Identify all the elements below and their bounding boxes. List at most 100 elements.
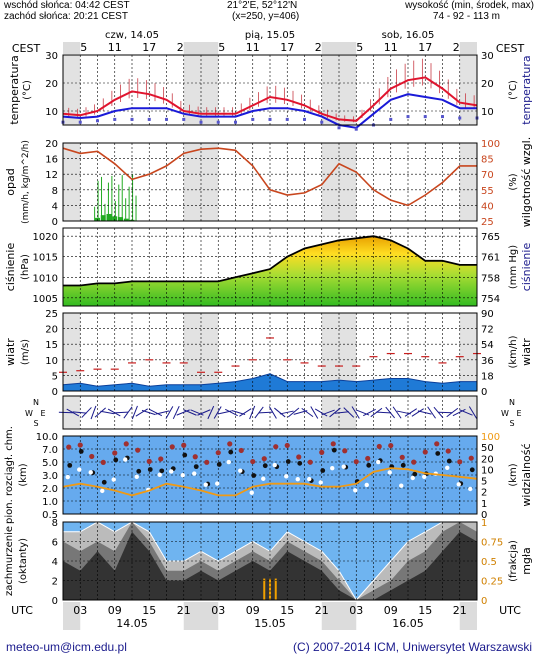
cloud-low-dot bbox=[272, 462, 277, 468]
footer-email[interactable]: meteo-um@icm.edu.pl bbox=[6, 640, 127, 654]
wind-tick-right: 54 bbox=[481, 340, 494, 351]
precip-tick-left: 8 bbox=[52, 186, 58, 197]
cloud-top-dot bbox=[135, 447, 141, 453]
cloud-low-dot bbox=[88, 470, 93, 475]
tz-bottom-label-right: UTC bbox=[499, 604, 521, 617]
cloud-low-dot bbox=[100, 488, 105, 494]
hour-tick-bottom: 09 bbox=[108, 604, 122, 617]
wind-arrow bbox=[385, 406, 396, 419]
cloud-low-dot bbox=[180, 472, 185, 478]
wind-arrow bbox=[438, 411, 453, 414]
cloud-base-dot bbox=[136, 468, 142, 474]
top-axis-band bbox=[63, 42, 477, 54]
night-shade bbox=[459, 396, 477, 429]
day-label-bottom: 16.05 bbox=[392, 617, 424, 630]
visibility-line bbox=[62, 467, 478, 497]
min-temp-point bbox=[78, 120, 82, 124]
tz-top-label: CEST bbox=[12, 42, 41, 55]
wind-arrow bbox=[363, 408, 376, 417]
temp-tick-left: 10 bbox=[45, 107, 58, 118]
visibility-tick-right: 50 bbox=[481, 443, 494, 454]
cloud-top-dot bbox=[77, 442, 83, 448]
temp-tick-left: 20 bbox=[45, 79, 58, 90]
wind-arrow bbox=[258, 411, 273, 414]
wind-arrow bbox=[131, 405, 138, 420]
wind-arrow bbox=[392, 406, 402, 419]
day-label-top: sob, 16.05 bbox=[382, 30, 435, 41]
min-temp-point bbox=[389, 117, 393, 121]
wind-arrow bbox=[239, 408, 252, 417]
wind-tick-left: 15 bbox=[45, 340, 58, 351]
cloud-base-dot bbox=[262, 463, 268, 469]
compass-s: S bbox=[509, 419, 514, 428]
fog-tick-right: 0 bbox=[481, 596, 487, 607]
bottom-night-band bbox=[321, 602, 357, 630]
compass-w: W bbox=[25, 409, 33, 418]
wind-arrow bbox=[72, 411, 87, 414]
day-label-bottom: 15.05 bbox=[254, 617, 286, 630]
hour-tick-top: 11 bbox=[384, 41, 398, 54]
wind-tick-left: 20 bbox=[45, 325, 58, 336]
cloud-top-dot bbox=[169, 444, 175, 450]
wind-tick-right: 90 bbox=[481, 309, 494, 320]
cloud-top-dot bbox=[319, 449, 325, 455]
humidity-tick-right: 70 bbox=[481, 170, 494, 181]
precip-bar bbox=[100, 215, 106, 221]
wind-arrow bbox=[213, 406, 222, 419]
panel-frame bbox=[62, 142, 478, 222]
humidity-axis-unit: (%) bbox=[508, 173, 519, 190]
fog-tick-right: 0.25 bbox=[481, 577, 503, 588]
panel-border bbox=[62, 142, 478, 222]
pressure-axis-title-left: ciśnienie bbox=[4, 243, 17, 292]
bottom-night-band bbox=[459, 602, 477, 630]
pressure-tick-left: 1015 bbox=[33, 253, 58, 264]
visibility-tick-right: 2 bbox=[481, 488, 487, 499]
cloud-top-dot bbox=[284, 442, 290, 449]
cloud-top-dot bbox=[227, 441, 233, 447]
cloud-low-dot bbox=[192, 471, 197, 476]
visibility-axis-title: widzialność bbox=[520, 443, 533, 506]
min-temp-point bbox=[199, 120, 203, 124]
cloud-low-dot bbox=[445, 465, 450, 471]
precip-tick-left: 4 bbox=[52, 201, 58, 212]
visibility-tick-right: 10 bbox=[481, 465, 494, 476]
wind-arrow bbox=[274, 407, 286, 418]
wind-arrow bbox=[225, 408, 238, 417]
cloud-top-dot bbox=[457, 459, 463, 465]
hour-tick-bottom: 03 bbox=[211, 604, 225, 617]
panel-border bbox=[62, 435, 478, 515]
cloud-base-dot bbox=[297, 460, 303, 466]
cloud-top-dot bbox=[411, 459, 417, 465]
night-shade bbox=[321, 143, 357, 221]
humidity-line bbox=[62, 147, 477, 207]
compass-n: N bbox=[509, 398, 515, 407]
cloud-low-dot bbox=[456, 482, 461, 487]
day-label-top: czw, 14.05 bbox=[105, 30, 159, 41]
wind-arrow bbox=[417, 410, 432, 415]
cloud-tick-left: 5.0 bbox=[42, 458, 58, 469]
wind-arrow bbox=[301, 407, 314, 418]
wind-arrow bbox=[411, 408, 424, 417]
min-temp-point bbox=[458, 116, 462, 120]
cloud-base-dot bbox=[78, 448, 84, 454]
panel-border bbox=[62, 395, 478, 430]
cloud-low-dot bbox=[169, 469, 174, 474]
wind-arrow bbox=[459, 409, 473, 416]
precip-tick-left: 0 bbox=[52, 217, 58, 228]
humidity-tick-right: 100 bbox=[481, 139, 500, 150]
wind-arrow bbox=[90, 405, 97, 420]
min-temp-point bbox=[182, 117, 186, 121]
wind-arrow bbox=[190, 409, 204, 416]
cloud-top-dot bbox=[123, 441, 129, 447]
cloud-top-dot bbox=[250, 458, 256, 465]
cloud-low-dot bbox=[422, 474, 427, 479]
hour-tick-bottom: 15 bbox=[418, 604, 432, 617]
compass-w: W bbox=[501, 409, 509, 418]
precip-tick-left: 16 bbox=[45, 155, 58, 166]
cloud-low-dot bbox=[77, 467, 82, 472]
cloud-base-dot bbox=[216, 462, 222, 467]
cloud-low-dot bbox=[284, 474, 289, 479]
top-night-band bbox=[321, 42, 357, 54]
min-temp-point bbox=[423, 115, 427, 119]
wind-arrow bbox=[404, 408, 418, 417]
